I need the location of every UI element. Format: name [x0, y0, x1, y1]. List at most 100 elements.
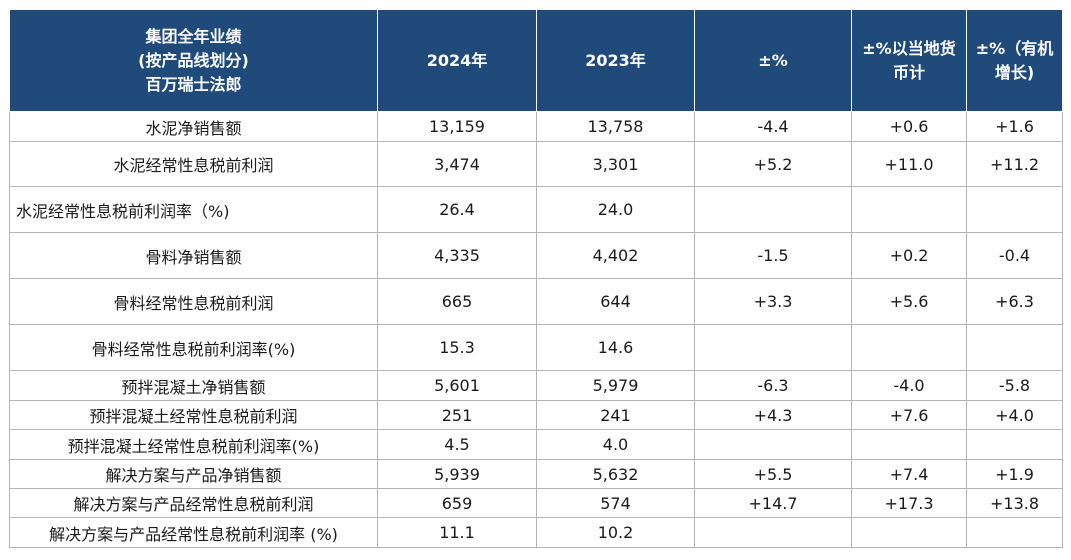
- header-line: 币计: [892, 62, 925, 82]
- value-2023: 10.2: [536, 517, 695, 548]
- value-2023: 241: [536, 400, 695, 430]
- header-line: ±%（有机: [975, 38, 1054, 58]
- table-row: 解决方案与产品经常性息税前利润率 (%) 11.1 10.2: [9, 517, 1063, 548]
- value-change-pct: +3.3: [694, 278, 852, 325]
- value-local-currency: +17.3: [851, 488, 967, 518]
- value-local-currency: [851, 186, 967, 233]
- row-label: 预拌混凝土经常性息税前利润: [9, 400, 378, 430]
- value-organic: [966, 186, 1063, 233]
- header-cell-organic: ±%（有机 增长): [966, 9, 1063, 112]
- table-row: 骨料经常性息税前利润 665 644 +3.3 +5.6 +6.3: [9, 278, 1063, 325]
- value-2023: 5,979: [536, 370, 695, 401]
- row-label: 预拌混凝土经常性息税前利润率(%): [9, 429, 378, 460]
- value-local-currency: +11.0: [851, 141, 967, 187]
- value-organic: +6.3: [966, 278, 1063, 325]
- value-change-pct: -1.5: [694, 232, 852, 279]
- value-2024: 3,474: [377, 141, 537, 187]
- header-line: 2024年: [426, 50, 488, 70]
- value-organic: [966, 429, 1063, 460]
- value-change-pct: [694, 186, 852, 233]
- value-2023: 14.6: [536, 324, 695, 371]
- row-label: 骨料净销售额: [9, 232, 378, 279]
- value-organic: +13.8: [966, 488, 1063, 518]
- header-cell-change-pct: ±%: [694, 9, 852, 112]
- value-2023: 644: [536, 278, 695, 325]
- value-change-pct: [694, 324, 852, 371]
- value-2024: 659: [377, 488, 537, 518]
- header-line: 增长): [994, 62, 1035, 82]
- value-2024: 5,939: [377, 459, 537, 489]
- row-label: 水泥经常性息税前利润: [9, 141, 378, 187]
- table-row: 预拌混凝土经常性息税前利润 251 241 +4.3 +7.6 +4.0: [9, 400, 1063, 430]
- value-organic: +11.2: [966, 141, 1063, 187]
- value-2024: 13,159: [377, 111, 537, 142]
- value-local-currency: [851, 324, 967, 371]
- value-organic: [966, 517, 1063, 548]
- value-change-pct: +4.3: [694, 400, 852, 430]
- table-row: 骨料经常性息税前利润率(%) 15.3 14.6: [9, 324, 1063, 371]
- value-2024: 26.4: [377, 186, 537, 233]
- value-2024: 665: [377, 278, 537, 325]
- value-local-currency: +0.6: [851, 111, 967, 142]
- header-line: ±%以当地货: [862, 38, 956, 58]
- value-change-pct: [694, 517, 852, 548]
- header-line: 集团全年业绩: [145, 26, 242, 46]
- value-2024: 251: [377, 400, 537, 430]
- value-local-currency: +7.4: [851, 459, 967, 489]
- value-2024: 15.3: [377, 324, 537, 371]
- row-label: 水泥经常性息税前利润率（%): [9, 186, 378, 233]
- row-label: 骨料经常性息税前利润: [9, 278, 378, 325]
- header-cell-2023: 2023年: [536, 9, 695, 112]
- value-organic: +1.9: [966, 459, 1063, 489]
- value-organic: +4.0: [966, 400, 1063, 430]
- header-cell-local-currency: ±%以当地货 币计: [851, 9, 967, 112]
- value-organic: [966, 324, 1063, 371]
- value-2023: 4,402: [536, 232, 695, 279]
- row-label: 解决方案与产品经常性息税前利润率 (%): [9, 517, 378, 548]
- row-label: 解决方案与产品净销售额: [9, 459, 378, 489]
- value-2023: 574: [536, 488, 695, 518]
- value-change-pct: -4.4: [694, 111, 852, 142]
- value-2023: 4.0: [536, 429, 695, 460]
- table-row: 预拌混凝土经常性息税前利润率(%) 4.5 4.0: [9, 429, 1063, 460]
- value-local-currency: +7.6: [851, 400, 967, 430]
- value-local-currency: -4.0: [851, 370, 967, 401]
- row-label: 预拌混凝土净销售额: [9, 370, 378, 401]
- value-organic: +1.6: [966, 111, 1063, 142]
- results-table-container: 集团全年业绩 (按产品线划分) 百万瑞士法郎 2024年 2023年 ±% ±%…: [9, 9, 1063, 548]
- header-cell-title: 集团全年业绩 (按产品线划分) 百万瑞士法郎: [9, 9, 378, 112]
- group-results-table: 集团全年业绩 (按产品线划分) 百万瑞士法郎 2024年 2023年 ±% ±%…: [9, 9, 1063, 548]
- value-2024: 11.1: [377, 517, 537, 548]
- value-local-currency: +5.6: [851, 278, 967, 325]
- value-2024: 5,601: [377, 370, 537, 401]
- value-local-currency: [851, 429, 967, 460]
- header-row: 集团全年业绩 (按产品线划分) 百万瑞士法郎 2024年 2023年 ±% ±%…: [9, 9, 1063, 112]
- row-label: 水泥净销售额: [9, 111, 378, 142]
- table-row: 解决方案与产品经常性息税前利润 659 574 +14.7 +17.3 +13.…: [9, 488, 1063, 518]
- value-local-currency: +0.2: [851, 232, 967, 279]
- value-2023: 5,632: [536, 459, 695, 489]
- value-2024: 4,335: [377, 232, 537, 279]
- value-organic: -0.4: [966, 232, 1063, 279]
- header-line: ±%: [758, 50, 788, 70]
- row-label: 解决方案与产品经常性息税前利润: [9, 488, 378, 518]
- value-2023: 3,301: [536, 141, 695, 187]
- value-local-currency: [851, 517, 967, 548]
- value-change-pct: +5.5: [694, 459, 852, 489]
- value-change-pct: +14.7: [694, 488, 852, 518]
- value-2023: 13,758: [536, 111, 695, 142]
- row-label: 骨料经常性息税前利润率(%): [9, 324, 378, 371]
- table-row: 水泥经常性息税前利润 3,474 3,301 +5.2 +11.0 +11.2: [9, 141, 1063, 187]
- table-row: 解决方案与产品净销售额 5,939 5,632 +5.5 +7.4 +1.9: [9, 459, 1063, 489]
- table-row: 水泥净销售额 13,159 13,758 -4.4 +0.6 +1.6: [9, 111, 1063, 142]
- table-row: 水泥经常性息税前利润率（%) 26.4 24.0: [9, 186, 1063, 233]
- table-row: 预拌混凝土净销售额 5,601 5,979 -6.3 -4.0 -5.8: [9, 370, 1063, 401]
- header-line: 2023年: [585, 50, 646, 70]
- value-organic: -5.8: [966, 370, 1063, 401]
- table-row: 骨料净销售额 4,335 4,402 -1.5 +0.2 -0.4: [9, 232, 1063, 279]
- value-change-pct: [694, 429, 852, 460]
- header-cell-2024: 2024年: [377, 9, 537, 112]
- value-2024: 4.5: [377, 429, 537, 460]
- header-line: (按产品线划分): [138, 50, 249, 70]
- value-2023: 24.0: [536, 186, 695, 233]
